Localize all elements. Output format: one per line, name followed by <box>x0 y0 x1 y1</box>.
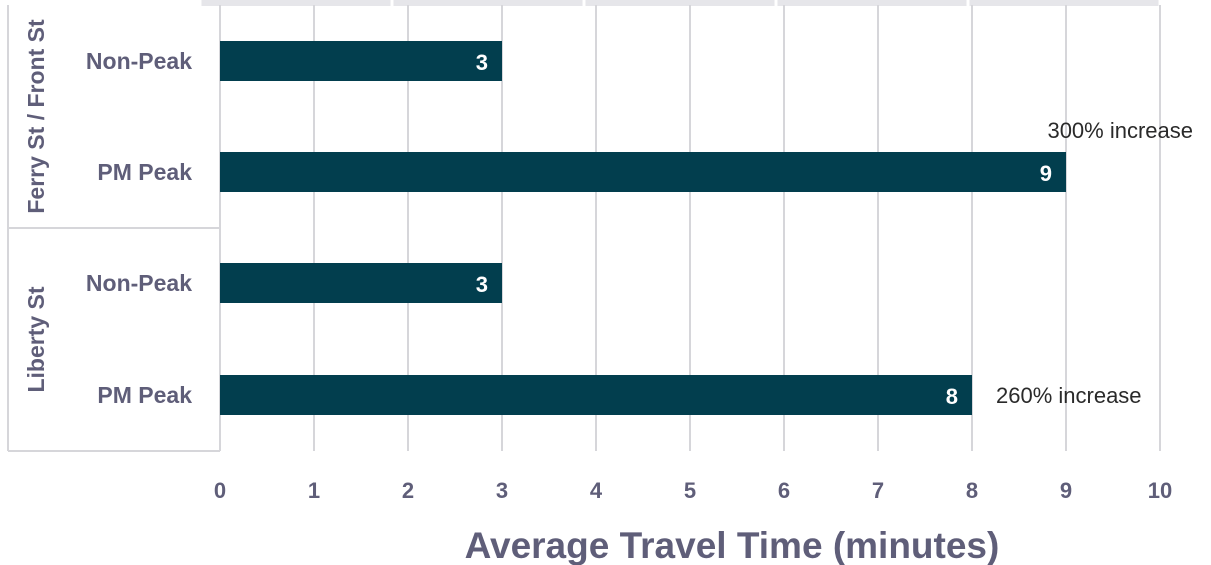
header-band <box>200 0 1160 6</box>
value-label: 9 <box>1040 161 1052 186</box>
x-tick-labels: 0 1 2 3 4 5 6 7 8 9 10 <box>214 478 1172 503</box>
category-label: Non-Peak <box>86 48 192 74</box>
bar-0-1 <box>220 152 1066 192</box>
value-label: 3 <box>476 272 488 297</box>
x-tick-label: 9 <box>1060 478 1072 503</box>
x-tick-label: 1 <box>308 478 320 503</box>
annotations: 300% increase 260% increase <box>996 118 1193 408</box>
top-header-dividers <box>198 0 1162 6</box>
group-label: Liberty St <box>23 286 49 392</box>
bar-0-0 <box>220 41 502 81</box>
x-tick-label: 8 <box>966 478 978 503</box>
x-tick-label: 5 <box>684 478 696 503</box>
x-tick-label: 6 <box>778 478 790 503</box>
x-tick-label: 10 <box>1148 478 1172 503</box>
category-label: Non-Peak <box>86 270 192 296</box>
bar-1-1 <box>220 375 972 415</box>
x-tick-label: 7 <box>872 478 884 503</box>
category-label: PM Peak <box>97 159 192 185</box>
group-label: Ferry St / Front St <box>23 19 49 214</box>
x-tick-label: 2 <box>402 478 414 503</box>
category-labels: Non-Peak PM Peak Non-Peak PM Peak <box>86 48 192 408</box>
bar-1-0 <box>220 263 502 303</box>
value-label: 8 <box>946 384 958 409</box>
x-tick-label: 4 <box>590 478 603 503</box>
category-label: PM Peak <box>97 382 192 408</box>
value-label: 3 <box>476 50 488 75</box>
group-labels: Ferry St / Front St Liberty St <box>23 19 49 392</box>
annotation-increase: 300% increase <box>1047 118 1193 143</box>
annotation-increase: 260% increase <box>996 383 1142 408</box>
value-labels: 3 9 3 8 <box>476 50 1052 409</box>
x-axis-title: Average Travel Time (minutes) <box>465 525 1000 565</box>
x-tick-label: 0 <box>214 478 226 503</box>
bars <box>220 41 1066 415</box>
x-tick-label: 3 <box>496 478 508 503</box>
category-axis-frame <box>7 5 220 452</box>
